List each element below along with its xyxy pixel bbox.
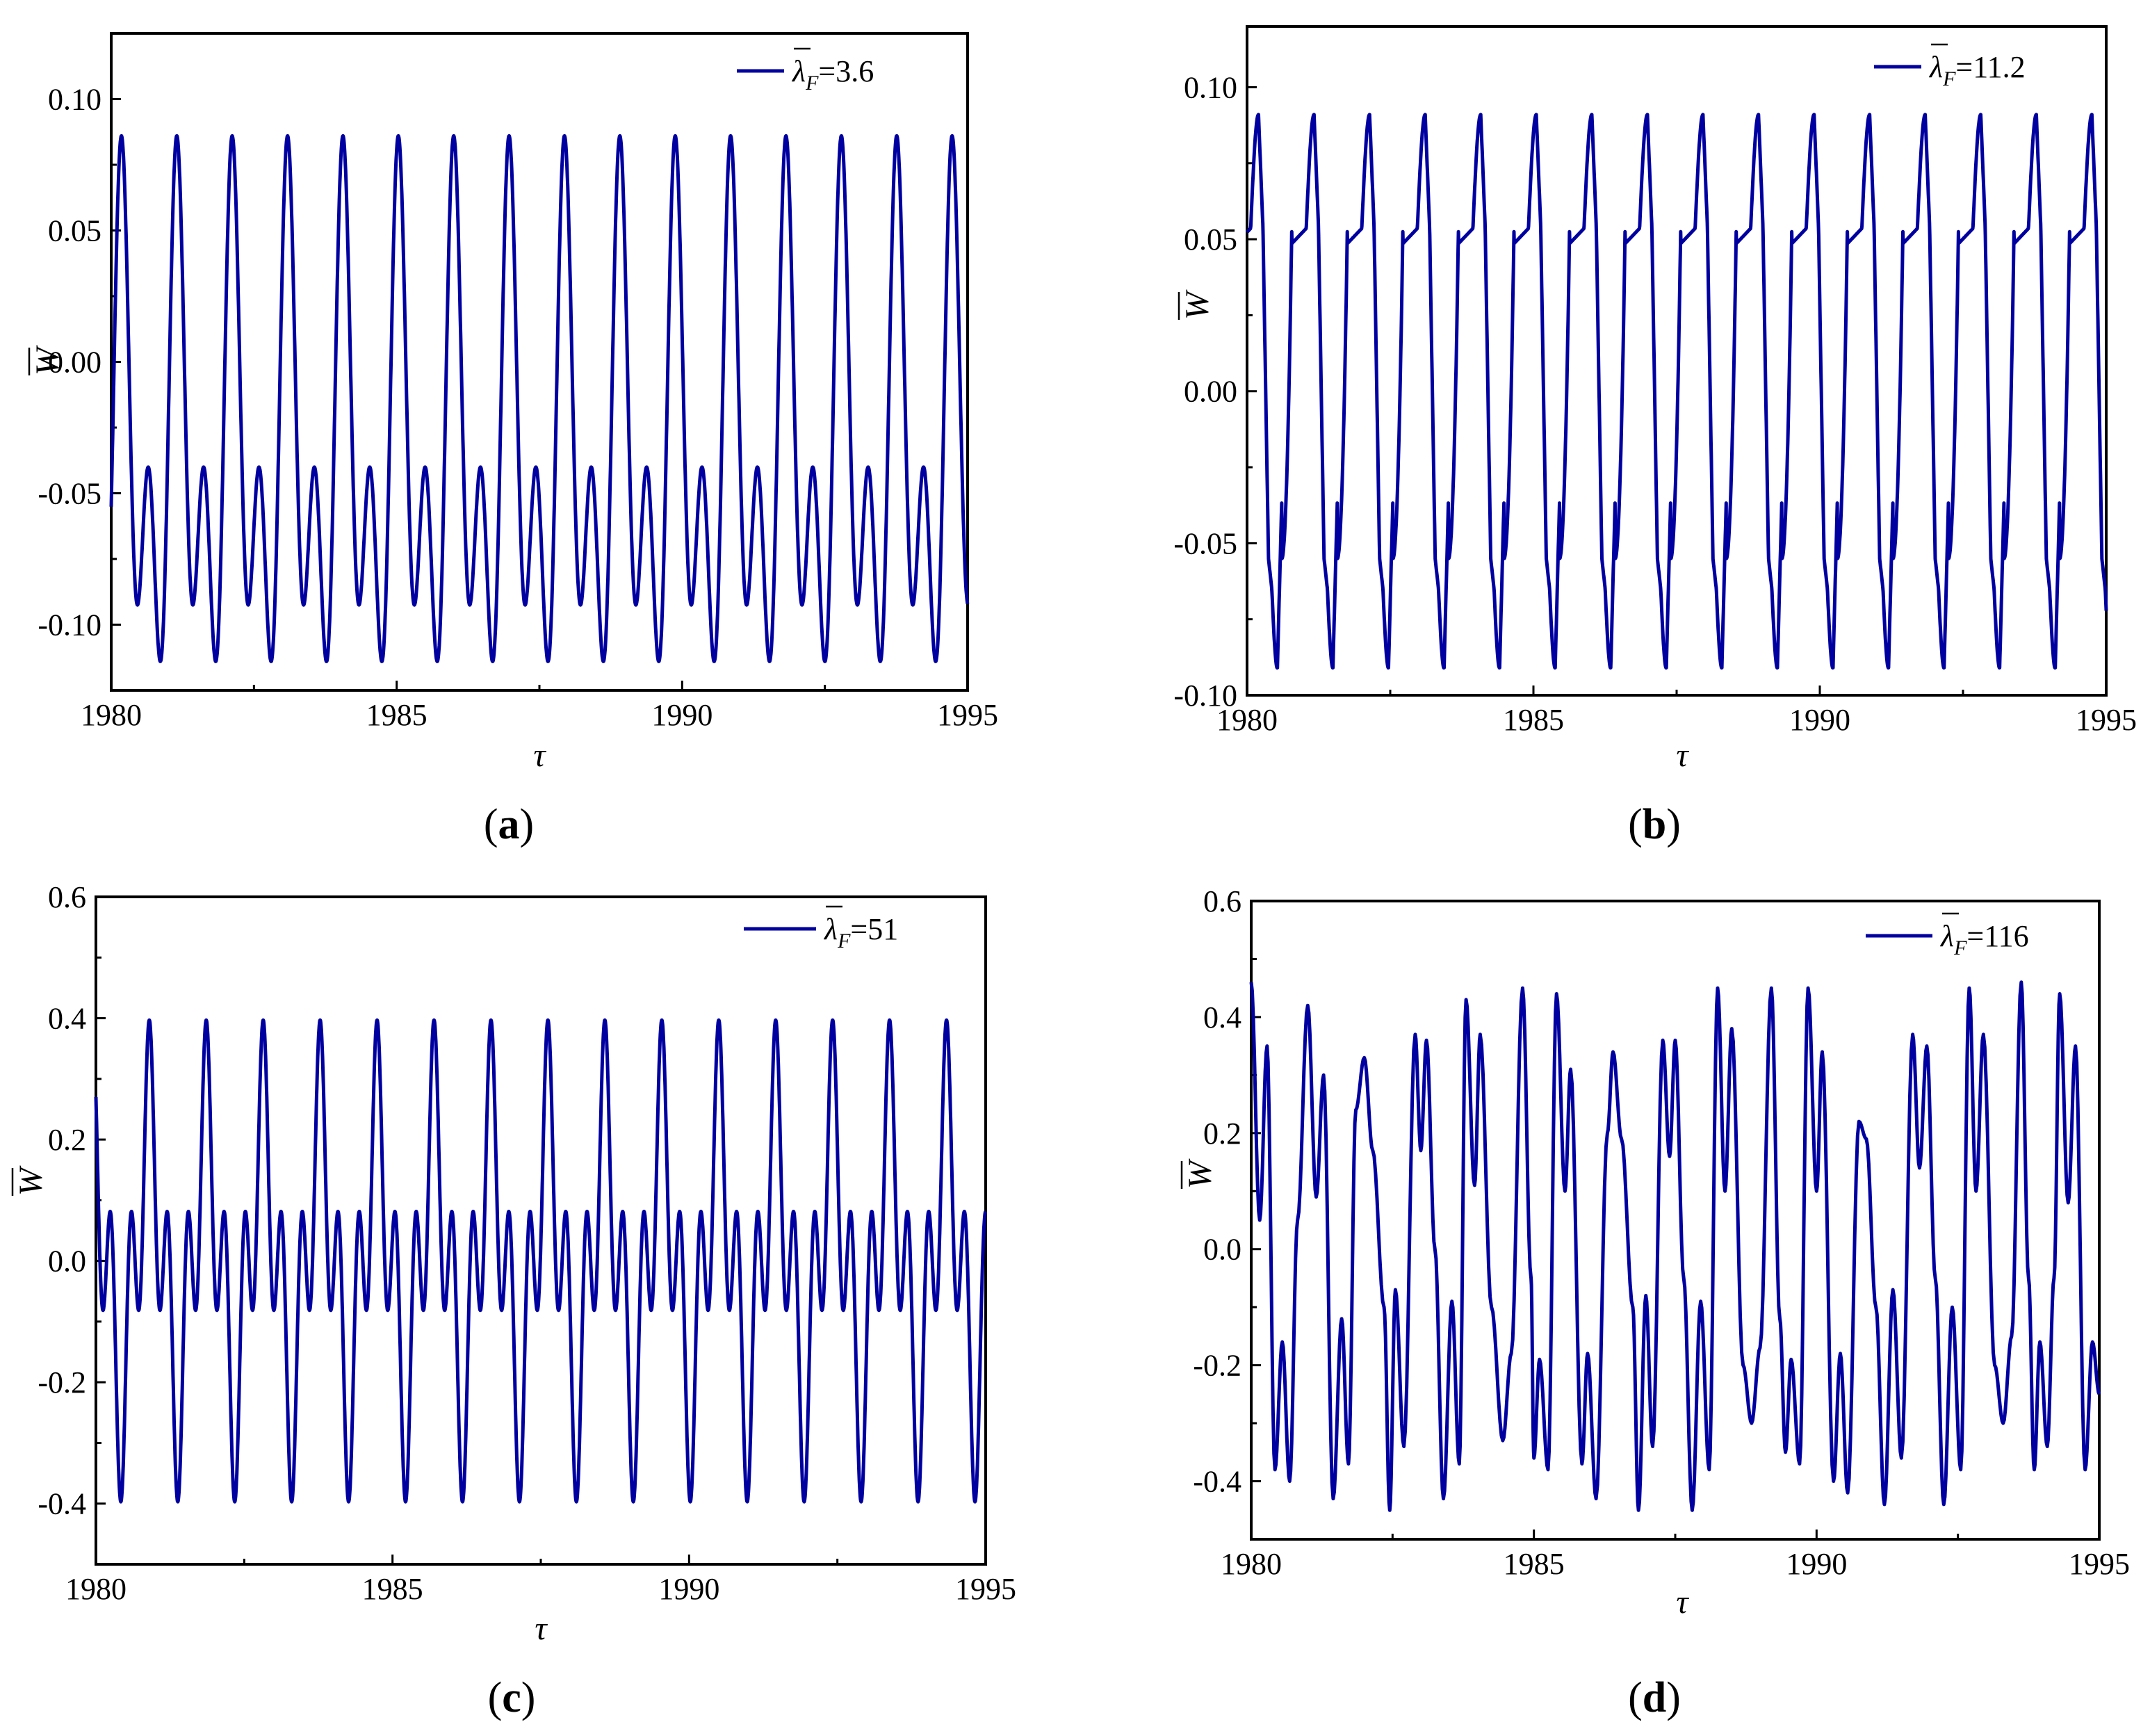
axis-ticks-c: 1980 1985 1990 1995 -0.4 -0.2 0.0 0.2 0.4 0.6 <box>38 880 1016 1606</box>
y-axis-title-b: W <box>1178 289 1216 320</box>
y-tick-label: 0.4 <box>1203 1000 1241 1035</box>
series-c <box>94 1018 988 1504</box>
legend-a: λF=3.6 <box>737 47 874 95</box>
x-tick-label: 1985 <box>366 698 427 732</box>
series-b <box>1245 113 2108 670</box>
axis-ticks-d: 1980 1985 1990 1995 -0.4 -0.2 0.0 0.2 0.4 0.6 <box>1193 884 2130 1581</box>
legend-symbol-d: λ <box>1939 919 1954 953</box>
y-tick-label: 0.00 <box>48 346 101 380</box>
legend-value-a: =3.6 <box>818 54 874 88</box>
series-line <box>1245 113 2108 670</box>
x-tick-label: 1990 <box>658 1572 719 1606</box>
y-tick-label: -0.10 <box>1173 679 1237 713</box>
x-tick-label: 1985 <box>362 1572 423 1606</box>
panel-caption-b: (b) <box>1628 801 1681 848</box>
y-tick-label: -0.10 <box>38 608 101 642</box>
y-tick-label: 0.4 <box>48 1002 86 1036</box>
y-tick-label: -0.05 <box>38 477 101 511</box>
y-tick-label: 0.05 <box>48 214 101 248</box>
series-a <box>109 133 970 663</box>
axis-ticks-b: 1980 1985 1990 1995 -0.10 -0.05 0.00 0.05 0.10 <box>1173 70 2137 737</box>
x-tick-label: 1990 <box>1789 703 1850 737</box>
y-tick-label: -0.2 <box>1193 1349 1241 1383</box>
svg-text:λF=11.2: λF=11.2 <box>1928 50 2026 90</box>
legend-symbol-b: λ <box>1928 50 1943 84</box>
legend-value-d: =116 <box>1966 919 2028 953</box>
series-line <box>1249 980 2101 1512</box>
legend-c: λF=51 <box>744 905 898 952</box>
series-d <box>1249 980 2101 1512</box>
svg-text:λF=51: λF=51 <box>823 912 898 952</box>
legend-value-b: =11.2 <box>1955 50 2025 84</box>
x-tick-label: 1980 <box>65 1572 127 1606</box>
x-tick-label: 1985 <box>1503 703 1564 737</box>
y-tick-label: 0.6 <box>1203 884 1241 918</box>
x-tick-label: 1990 <box>1786 1547 1847 1581</box>
panel-b: 1980 1985 1990 1995 -0.10 -0.05 0.00 0.05 0.10 λ… <box>1173 25 2137 848</box>
x-tick-label: 1990 <box>651 698 712 732</box>
x-tick-label: 1995 <box>955 1572 1016 1606</box>
y-tick-label: -0.05 <box>1173 526 1237 560</box>
y-tick-label: -0.4 <box>38 1487 86 1521</box>
x-tick-label: 1980 <box>81 698 142 732</box>
legend-subscript-a: F <box>805 72 819 95</box>
legend-value-c: =51 <box>850 912 898 946</box>
legend-d: λF=116 <box>1866 912 2029 959</box>
panel-caption-d: (d) <box>1628 1674 1681 1721</box>
y-tick-label: 0.10 <box>1184 70 1237 104</box>
y-tick-label: -0.4 <box>1193 1465 1241 1499</box>
y-axis-title-a: W <box>28 345 66 375</box>
legend-subscript-b: F <box>1942 67 1956 90</box>
y-tick-label: 0.0 <box>48 1244 86 1279</box>
x-tick-label: 1980 <box>1221 1547 1282 1581</box>
x-axis-title-d: τ <box>1676 1584 1689 1621</box>
series-line <box>109 133 970 663</box>
y-tick-label: 0.2 <box>1203 1117 1241 1151</box>
svg-text:W: W <box>1179 289 1216 320</box>
y-tick-label: 0.05 <box>1184 222 1237 257</box>
svg-text:λF=116: λF=116 <box>1939 919 2029 959</box>
panel-d: 1980 1985 1990 1995 -0.4 -0.2 0.0 0.2 0.4 0.6 λF=… <box>1180 884 2130 1721</box>
x-tick-label: 1995 <box>2076 703 2137 737</box>
svg-text:W: W <box>13 1165 49 1196</box>
panel-a: 1980 1985 1990 1995 -0.10 -0.05 0.00 0.05 0.10 λ… <box>28 32 998 848</box>
legend-b: λF=11.2 <box>1874 43 2026 90</box>
x-tick-label: 1980 <box>1216 703 1278 737</box>
svg-text:W: W <box>29 345 66 375</box>
x-tick-label: 1985 <box>1504 1547 1565 1581</box>
y-tick-label: 0.6 <box>48 880 86 914</box>
y-tick-label: 0.10 <box>48 83 101 117</box>
panel-caption-c: (c) <box>488 1674 536 1721</box>
x-axis-title-a: τ <box>533 737 546 774</box>
legend-symbol-c: λ <box>823 912 838 946</box>
y-tick-label: -0.2 <box>38 1365 86 1400</box>
x-tick-label: 1995 <box>2069 1547 2130 1581</box>
legend-symbol-a: λ <box>791 54 806 88</box>
series-line <box>94 1018 988 1504</box>
y-tick-label: 0.00 <box>1184 375 1237 409</box>
y-tick-label: 0.2 <box>48 1123 86 1157</box>
x-tick-label: 1995 <box>937 698 998 732</box>
panel-caption-a: (a) <box>484 801 534 848</box>
legend-subscript-d: F <box>1953 936 1967 959</box>
panel-c: 1980 1985 1990 1995 -0.4 -0.2 0.0 0.2 0.4 0.6 λF=… <box>11 880 1016 1721</box>
axis-ticks-a: 1980 1985 1990 1995 -0.10 -0.05 0.00 0.05 0.10 <box>38 83 998 733</box>
y-tick-label: 0.0 <box>1203 1233 1241 1267</box>
y-axis-title-c: W <box>11 1165 49 1196</box>
x-axis-title-c: τ <box>535 1610 548 1647</box>
y-axis-title-d: W <box>1180 1158 1219 1189</box>
legend-subscript-c: F <box>837 930 851 952</box>
x-axis-title-b: τ <box>1676 737 1689 774</box>
svg-text:W: W <box>1182 1158 1219 1189</box>
svg-text:λF=3.6: λF=3.6 <box>791 54 874 95</box>
